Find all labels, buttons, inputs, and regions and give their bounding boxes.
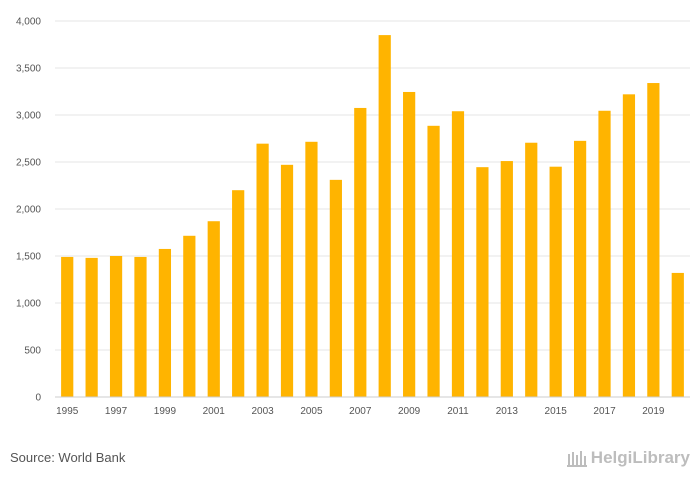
bars <box>61 35 684 398</box>
bar-2000 <box>183 235 196 397</box>
bar-chart: 05001,0001,5002,0002,5003,0003,5004,000 … <box>16 17 690 417</box>
bar-2015 <box>549 166 562 397</box>
x-tick-label: 2019 <box>642 406 665 417</box>
bar-2009 <box>403 91 416 397</box>
bar-1997 <box>109 256 123 397</box>
y-tick-label: 1,500 <box>16 252 41 263</box>
library-icon <box>566 451 587 467</box>
x-tick-label: 1997 <box>105 406 128 417</box>
bar-2017 <box>598 110 611 398</box>
bar-1996 <box>85 257 98 397</box>
x-tick-label: 2009 <box>398 406 421 417</box>
brand-name: HelgiLibrary <box>590 448 690 467</box>
y-tick-label: 3,500 <box>16 64 41 75</box>
x-tick-label: 2013 <box>496 406 519 417</box>
bar-2005 <box>305 141 318 397</box>
bar-2001 <box>207 221 220 397</box>
x-tick-label: 2003 <box>251 406 274 417</box>
x-tick-label: 2005 <box>300 406 323 417</box>
bar-2016 <box>573 140 587 397</box>
x-tick-label: 2015 <box>545 406 568 417</box>
x-tick-label: 1995 <box>56 406 79 417</box>
bar-2003 <box>256 143 269 397</box>
bar-2019 <box>647 83 660 397</box>
y-tick-label: 2,500 <box>16 158 41 169</box>
x-tick-label: 2017 <box>593 406 616 417</box>
y-tick-label: 2,000 <box>16 205 41 216</box>
bar-1999 <box>158 248 172 397</box>
x-tick-label: 2011 <box>447 406 469 417</box>
x-tick-label: 2007 <box>349 406 372 417</box>
footer: Source: World Bank HelgiLibrary <box>0 448 700 472</box>
bar-2012 <box>476 167 489 397</box>
bar-2006 <box>329 179 342 397</box>
bar-2004 <box>280 164 294 397</box>
bar-2007 <box>354 107 367 397</box>
bar-1995 <box>61 256 74 397</box>
bar-2020 <box>671 272 684 397</box>
bar-1998 <box>134 256 147 397</box>
bar-2008 <box>378 35 391 397</box>
x-axis-ticks: 1995 1997 1999 2001 2003 2005 2007 2009 2011 2013… <box>56 406 665 417</box>
source-label: Source: World Bank <box>10 450 126 465</box>
y-tick-label: 0 <box>35 393 41 404</box>
x-tick-label: 2001 <box>203 406 226 417</box>
bar-2011 <box>451 111 465 398</box>
bar-2010 <box>427 125 440 397</box>
y-tick-label: 500 <box>24 346 41 357</box>
bar-2002 <box>232 190 245 397</box>
bar-2013 <box>500 161 513 397</box>
x-tick-label: 1999 <box>154 406 177 417</box>
y-tick-label: 1,000 <box>16 299 41 310</box>
gridlines <box>55 20 690 351</box>
y-tick-label: 4,000 <box>16 17 41 28</box>
bar-2018 <box>622 94 636 397</box>
y-tick-label: 3,000 <box>16 111 41 122</box>
y-axis-ticks: 0 500 1,000 1,500 2,000 2,500 3,000 3,500 4,000 <box>16 17 41 404</box>
brand-logo: HelgiLibrary <box>566 448 690 468</box>
bar-2014 <box>525 142 538 397</box>
